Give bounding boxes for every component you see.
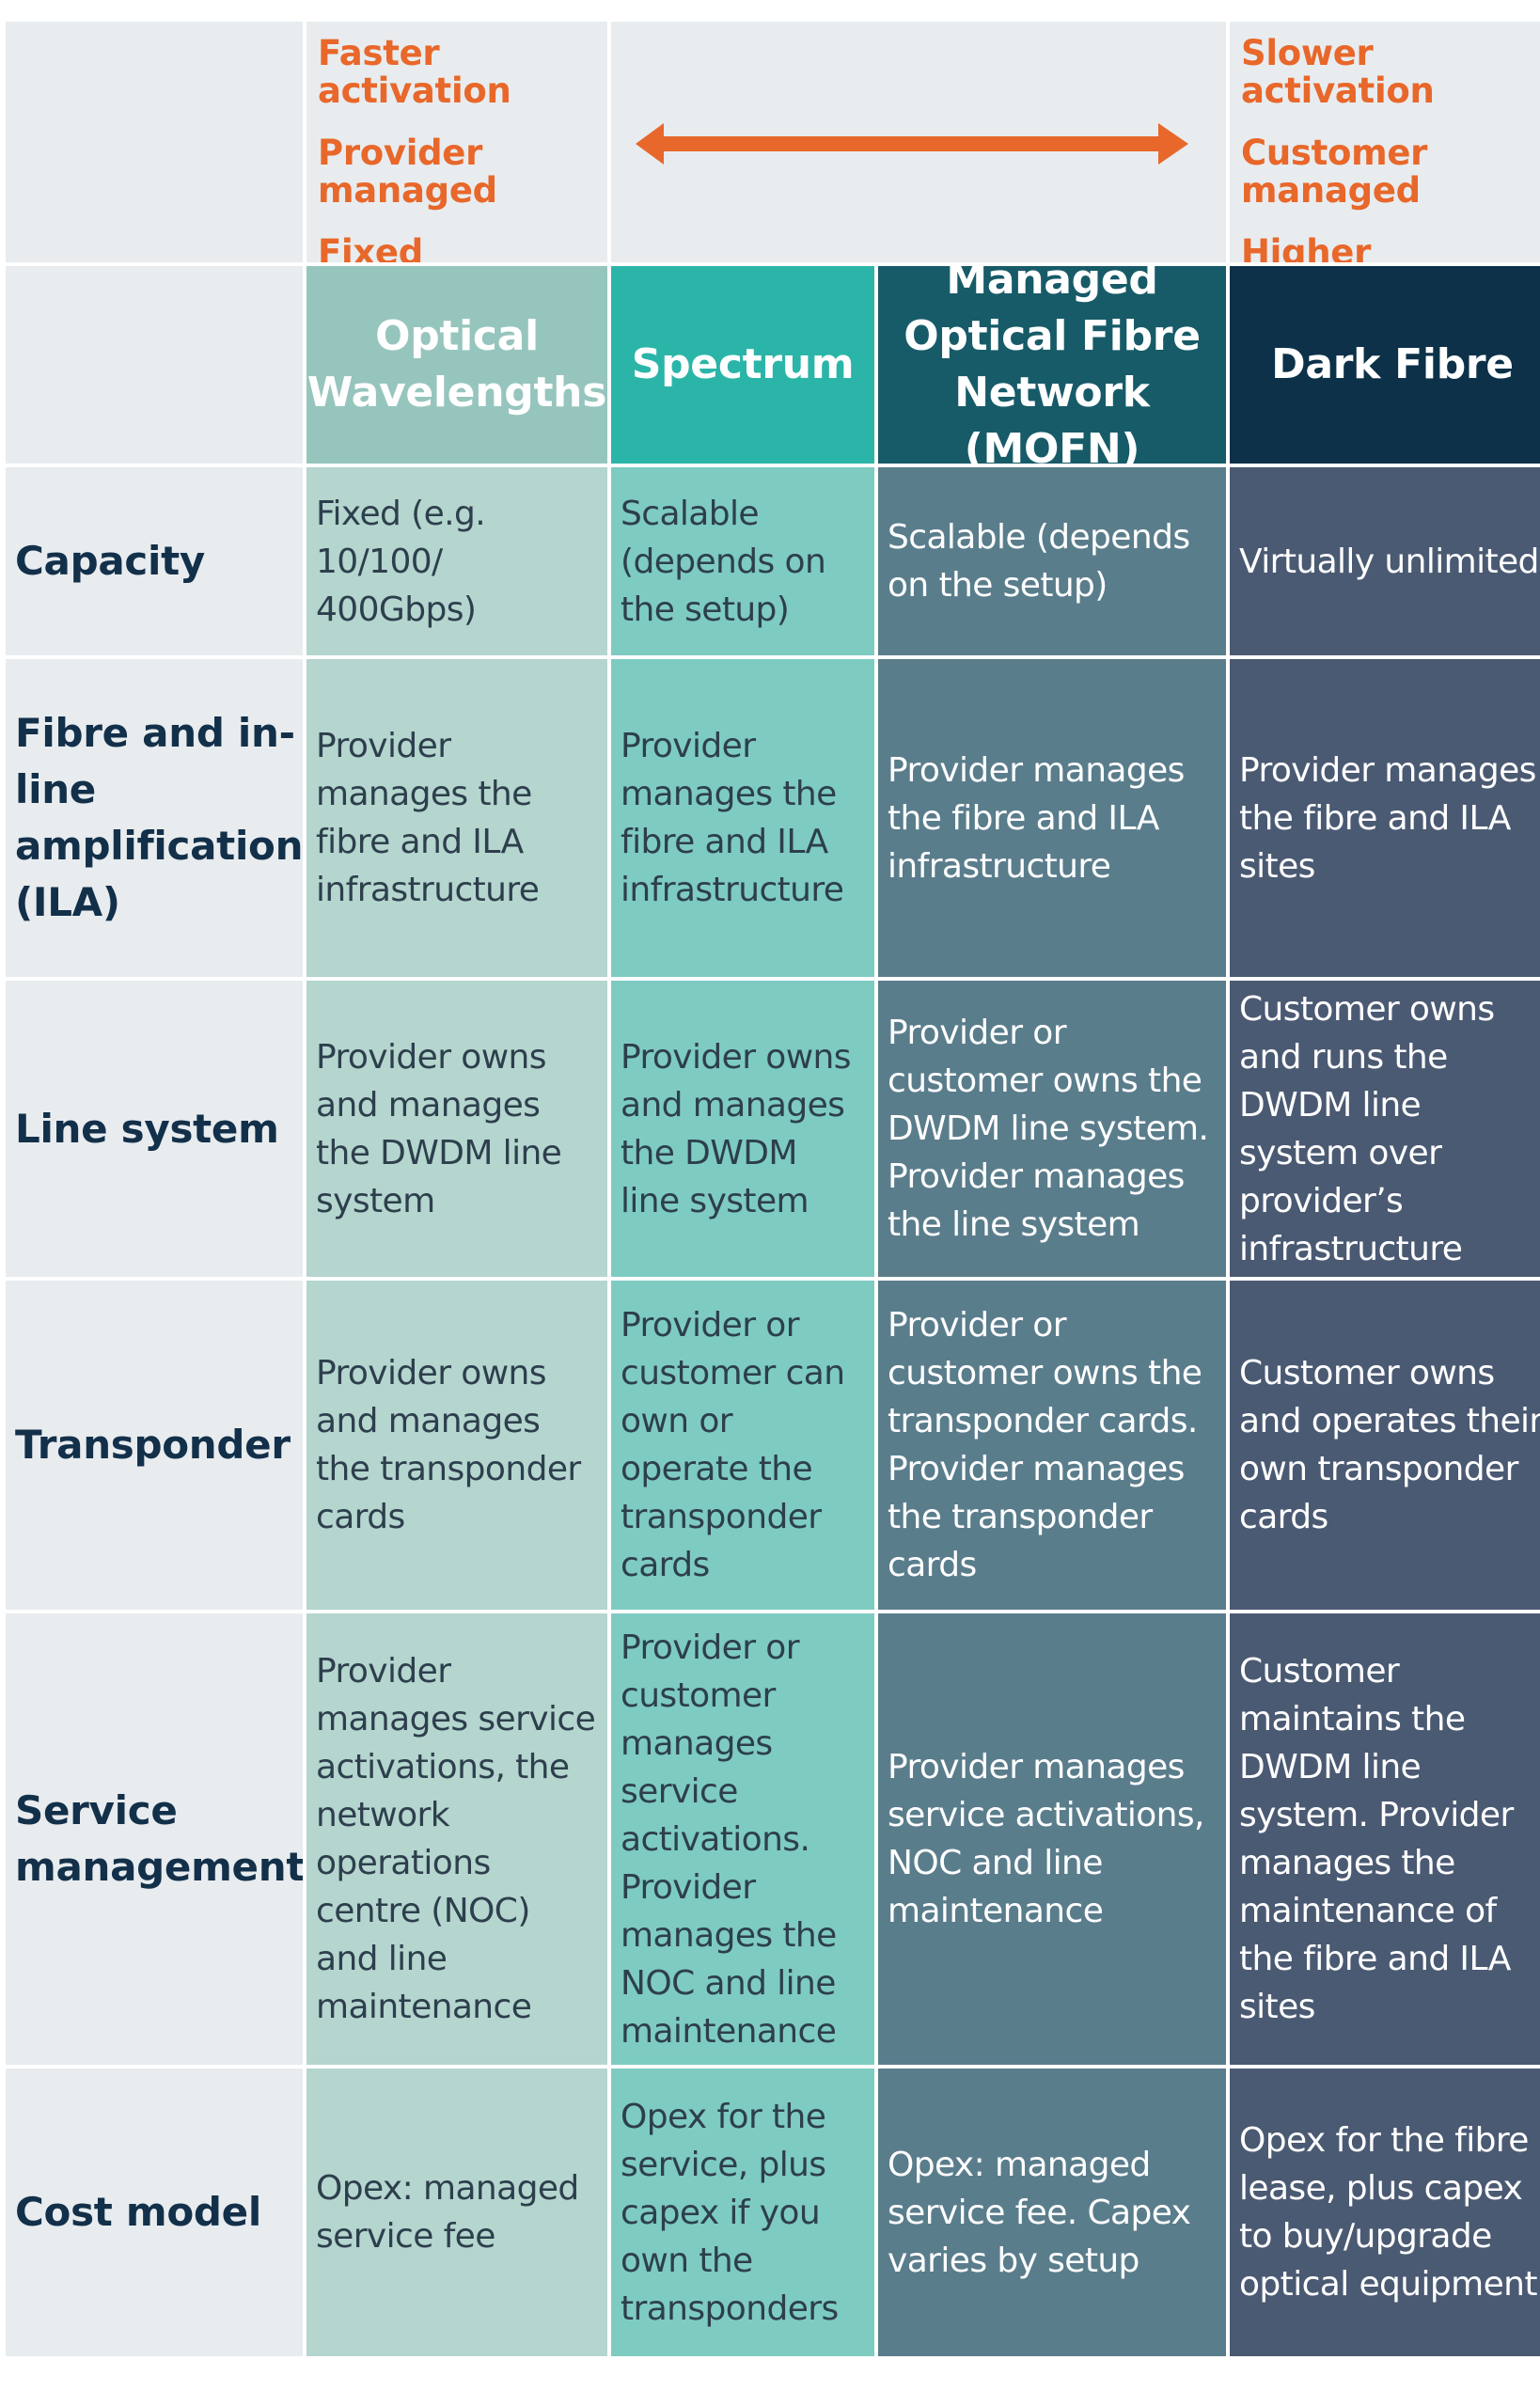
comparison-table: Faster activation Provider managed Fixed… — [6, 22, 1540, 2356]
table-cell: Provider manages service activations, NO… — [878, 1613, 1226, 2065]
table-cell: Scalable (depends on the setup) — [611, 467, 874, 655]
table-cell: Provider manages the fibre and ILA sites — [1230, 659, 1540, 977]
table-cell: Opex: managed service fee — [306, 2069, 607, 2356]
row-header-fibre-ila: Fibre and in-line amplification (ILA) — [6, 659, 303, 977]
table-cell: Scalable (depends on the setup) — [878, 467, 1226, 655]
left-label-capacity: Fixed capacity — [318, 232, 423, 263]
right-label-activation: Slower activation — [1241, 33, 1435, 111]
column-header-mofn: Managed Optical Fibre Network (MOFN) — [878, 266, 1226, 464]
table-cell: Provider manages service activations, th… — [306, 1613, 607, 2065]
row-header-service-management: Service management — [6, 1613, 303, 2065]
table-cell: Provider or customer owns the transponde… — [878, 1281, 1226, 1610]
row-header-line-system: Line system — [6, 981, 303, 1277]
table-cell: Provider or customer manages service act… — [611, 1613, 874, 2065]
right-label-capacity: Higher capacity — [1241, 232, 1372, 263]
right-spectrum-labels: Slower activation Customer managed Highe… — [1230, 22, 1540, 262]
table-cell: Provider or customer owns the DWDM line … — [878, 981, 1226, 1277]
row-header-capacity: Capacity — [6, 467, 303, 655]
header-blank — [6, 266, 303, 464]
column-header-spectrum: Spectrum — [611, 266, 874, 464]
double-arrow-cell — [611, 22, 1226, 262]
column-header-dark-fibre: Dark Fibre — [1230, 266, 1540, 464]
top-left-blank — [6, 22, 303, 262]
row-header-transponder: Transponder — [6, 1281, 303, 1610]
table-cell: Provider owns and manages the DWDM line … — [611, 981, 874, 1277]
table-cell: Fixed (e.g. 10/100/ 400Gbps) — [306, 467, 607, 655]
table-cell: Virtually unlimited — [1230, 467, 1540, 655]
table-cell: Opex for the service, plus capex if you … — [611, 2069, 874, 2356]
left-label-activation: Faster activation — [318, 33, 511, 111]
table-cell: Provider owns and manages the transponde… — [306, 1281, 607, 1610]
table-cell: Provider manages the fibre and ILA infra… — [306, 659, 607, 977]
right-label-management: Customer managed — [1241, 133, 1428, 211]
table-cell: Opex for the fibre lease, plus capex to … — [1230, 2069, 1540, 2356]
table-cell: Customer maintains the DWDM line system.… — [1230, 1613, 1540, 2065]
table-cell: Provider owns and manages the DWDM line … — [306, 981, 607, 1277]
table-cell: Customer owns and operates their own tra… — [1230, 1281, 1540, 1610]
double-arrow-icon — [636, 123, 1188, 165]
table-cell: Opex: managed service fee. Capex varies … — [878, 2069, 1226, 2356]
left-label-management: Provider managed — [318, 133, 497, 211]
column-header-optical-wavelengths: Optical Wavelengths — [306, 266, 607, 464]
row-header-cost-model: Cost model — [6, 2069, 303, 2356]
table-cell: Provider manages the fibre and ILA infra… — [611, 659, 874, 977]
table-cell: Provider manages the fibre and ILA infra… — [878, 659, 1226, 977]
left-spectrum-labels: Faster activation Provider managed Fixed… — [306, 22, 607, 262]
table-cell: Provider or customer can own or operate … — [611, 1281, 874, 1610]
table-cell: Customer owns and runs the DWDM line sys… — [1230, 981, 1540, 1277]
